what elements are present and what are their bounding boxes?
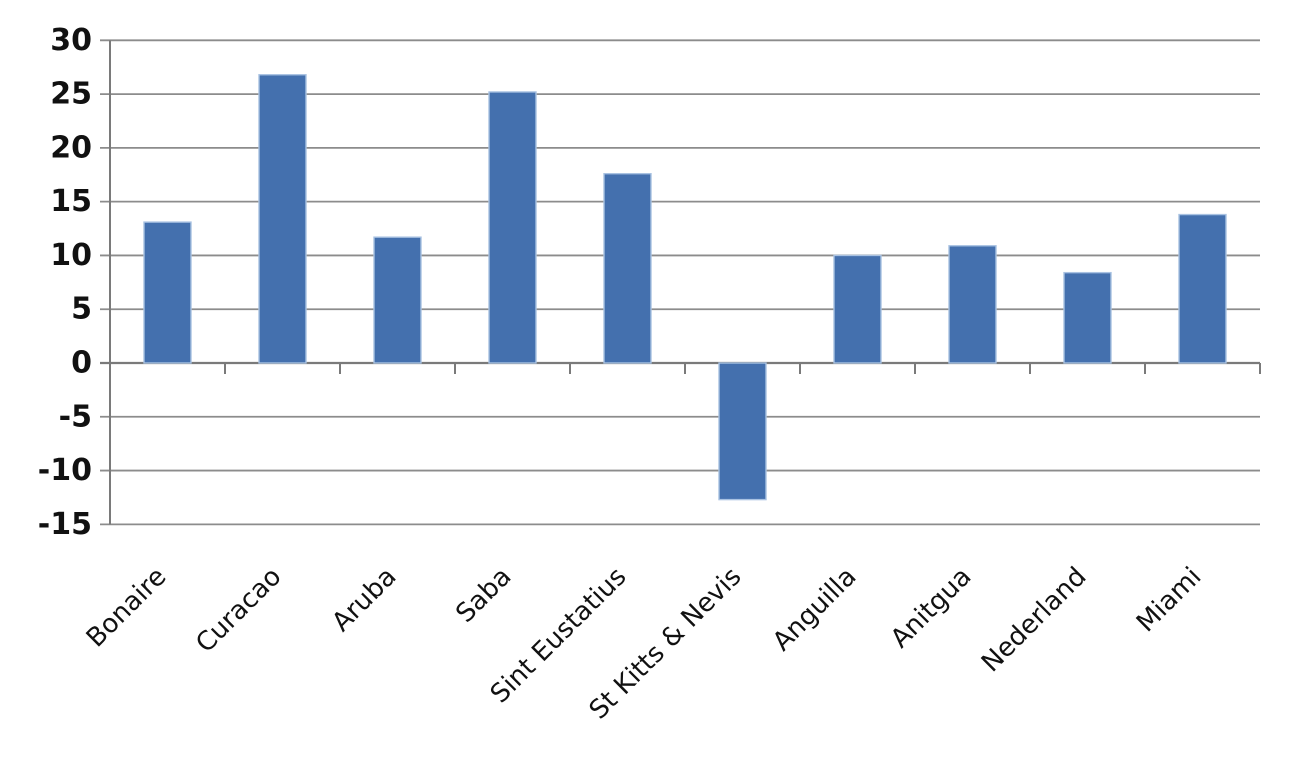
x-axis-label-curacao: Curacao xyxy=(190,562,287,659)
bar-sint-eustatius xyxy=(603,172,652,364)
x-axis-label-anitgua: Anitgua xyxy=(885,562,977,654)
y-axis-tick-label: 15 xyxy=(50,184,92,219)
bar-st-kitts-nevis xyxy=(718,362,767,501)
y-axis-tick-label: -5 xyxy=(59,399,92,434)
bar-nederland xyxy=(1063,271,1112,364)
y-axis-tick-label: -15 xyxy=(38,507,92,542)
bar-aruba xyxy=(373,236,422,364)
y-axis-tick-label: 10 xyxy=(50,238,92,273)
bar-saba xyxy=(488,91,537,364)
bar-anguilla xyxy=(833,254,882,364)
x-axis-label-anguilla: Anguilla xyxy=(767,562,862,657)
y-axis-tick-label: 0 xyxy=(71,346,92,381)
x-axis-label-saba: Saba xyxy=(450,562,517,629)
y-axis-tick-label: 25 xyxy=(50,77,92,112)
x-axis-label-miami: Miami xyxy=(1131,562,1207,638)
y-axis-tick-label: 20 xyxy=(50,130,92,165)
x-axis-label-aruba: Aruba xyxy=(327,562,403,638)
bar-curacao xyxy=(258,74,307,364)
x-axis-label-nederland: Nederland xyxy=(976,562,1093,679)
y-axis-tick-label: 5 xyxy=(71,292,92,327)
y-axis-tick-label: 30 xyxy=(50,23,92,58)
bar-anitgua xyxy=(948,245,997,364)
bar-miami xyxy=(1178,213,1227,364)
bar-bonaire xyxy=(143,221,192,364)
y-axis-tick-label: -10 xyxy=(38,453,92,488)
x-axis-label-bonaire: Bonaire xyxy=(81,562,173,654)
